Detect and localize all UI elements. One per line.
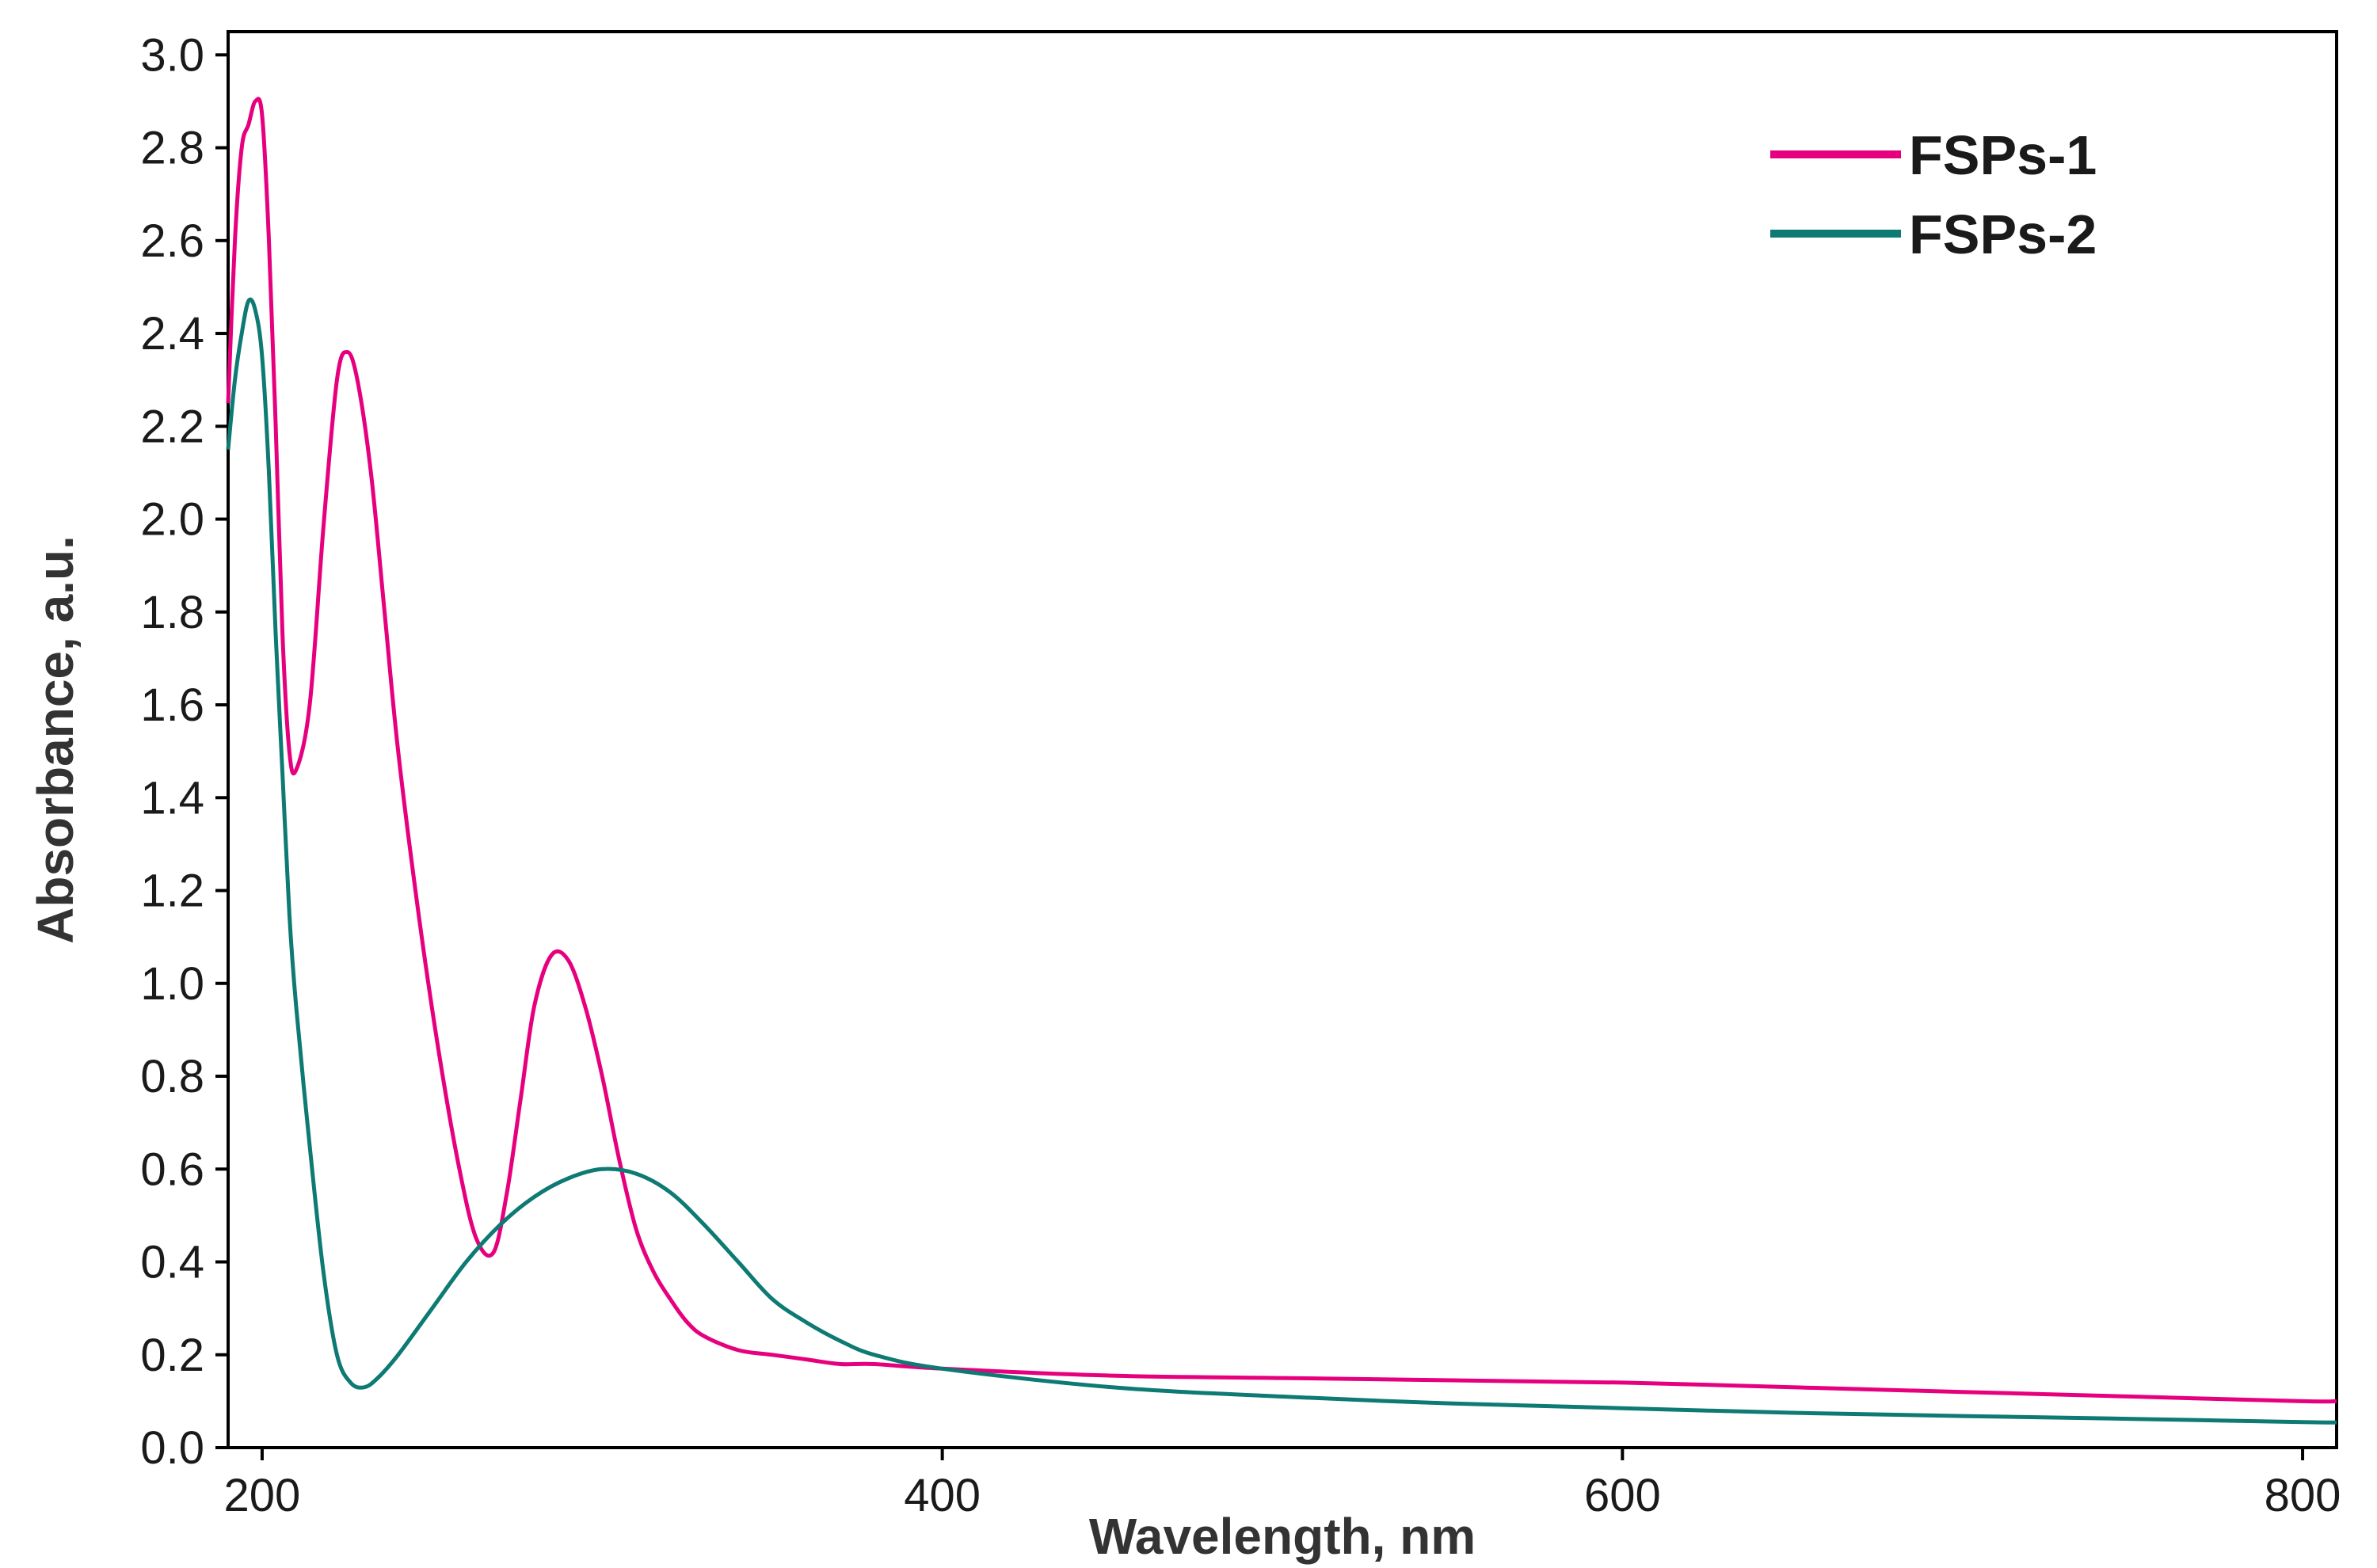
series-line-fsps-1 <box>226 97 2337 1404</box>
x-tick-label: 800 <box>2265 1470 2341 1521</box>
series-line-fsps-2 <box>226 297 2337 1425</box>
x-axis-title: Wavelength, nm <box>1089 1508 1476 1565</box>
y-tick-label: 3.0 <box>140 29 204 81</box>
y-tick-label: 2.8 <box>140 123 204 174</box>
y-axis: 0.0 0.2 0.4 0.6 0.8 1.0 1.2 1.4 1.6 1.8 2.0 2.2 2.4 2… <box>140 29 228 1474</box>
legend: FSPs-1 FSPs-2 <box>1770 124 2097 265</box>
series-layer <box>226 97 2337 1425</box>
y-tick-label: 2.0 <box>140 494 204 546</box>
x-tick-label: 600 <box>1584 1470 1661 1521</box>
y-tick-label: 1.0 <box>140 958 204 1010</box>
y-tick-label: 0.8 <box>140 1051 204 1102</box>
y-tick-label: 1.2 <box>140 866 204 917</box>
y-tick-label: 0.6 <box>140 1144 204 1195</box>
y-tick-label: 2.2 <box>140 401 204 452</box>
x-tick-label: 400 <box>904 1470 981 1521</box>
x-tick-label: 200 <box>224 1470 301 1521</box>
legend-label: FSPs-2 <box>1909 204 2097 265</box>
y-tick-label: 0.4 <box>140 1237 204 1288</box>
y-tick-label: 1.6 <box>140 679 204 731</box>
plot-area <box>227 30 2338 1449</box>
y-tick-label: 1.4 <box>140 772 204 824</box>
y-tick-label: 2.4 <box>140 308 204 360</box>
y-tick-label: 0.0 <box>140 1422 204 1474</box>
y-axis-title: Absorbance, a.u. <box>27 535 84 944</box>
plot-frame <box>227 30 2338 1449</box>
legend-label: FSPs-1 <box>1909 124 2097 186</box>
y-tick-label: 1.8 <box>140 587 204 638</box>
y-tick-label: 0.2 <box>140 1330 204 1381</box>
y-tick-label: 2.6 <box>140 215 204 267</box>
x-axis: 200 400 600 800 <box>224 1448 2341 1521</box>
